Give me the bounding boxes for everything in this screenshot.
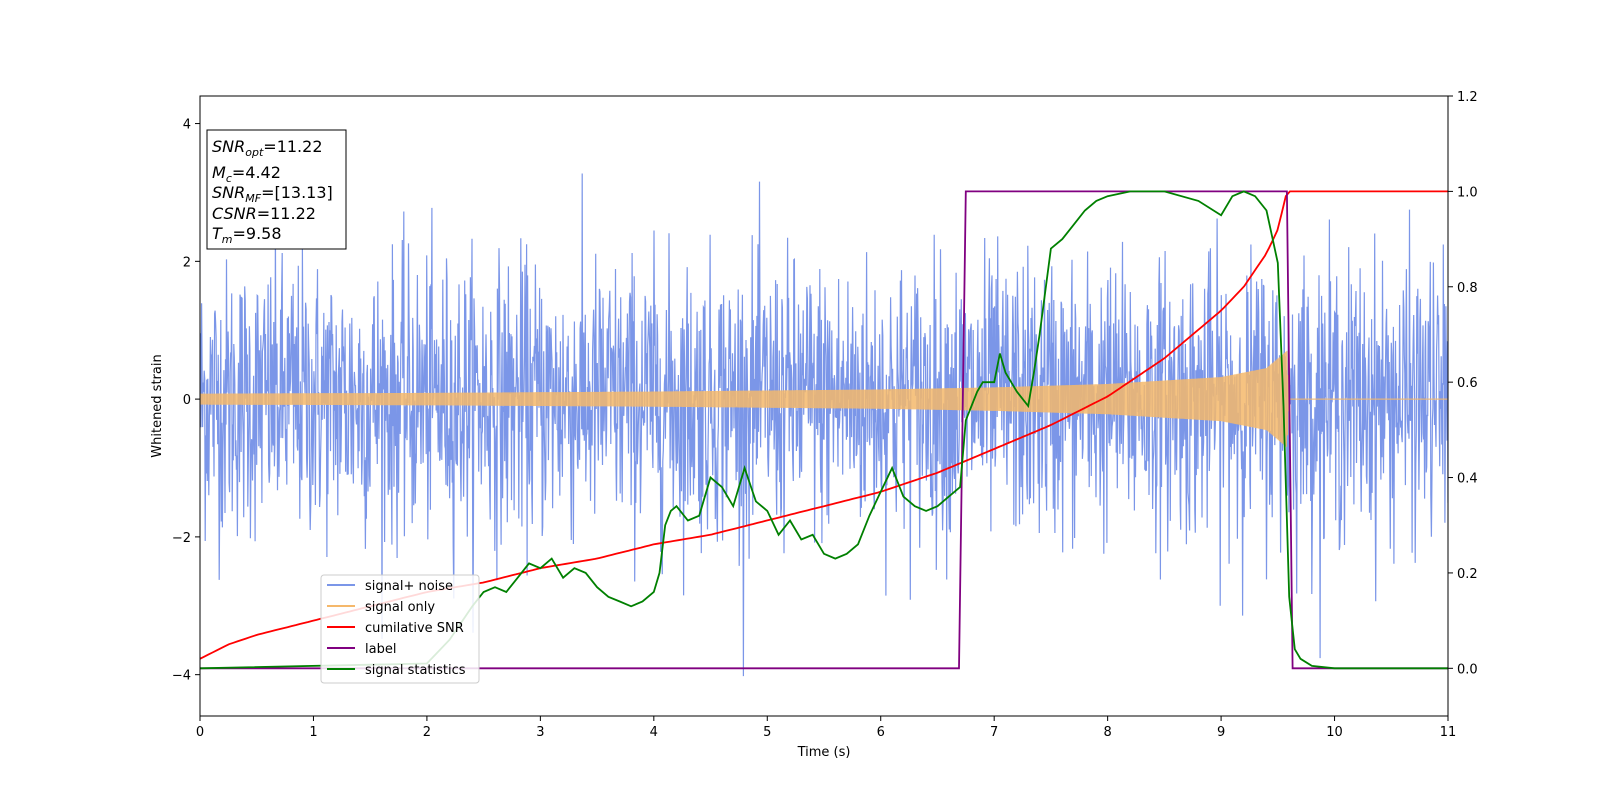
y-tick-label: 2 xyxy=(183,255,191,270)
svg-text:cumilative SNR: cumilative SNR xyxy=(365,621,464,636)
x-tick-label: 1 xyxy=(309,725,317,740)
x-tick-label: 6 xyxy=(877,725,885,740)
y2-tick-label: 0.6 xyxy=(1457,376,1478,391)
x-axis-label: Time (s) xyxy=(797,745,851,760)
tm-text: Tm=9.58 xyxy=(212,224,282,246)
x-tick-label: 11 xyxy=(1440,725,1457,740)
y-tick-label: 0 xyxy=(183,393,191,408)
x-tick-label: 3 xyxy=(536,725,544,740)
legend: signal+ noise signal only cumilative SNR… xyxy=(320,574,480,684)
y2-tick-label: 0.8 xyxy=(1457,281,1478,296)
y-axis-right: 0.0 0.2 0.4 0.6 0.8 1.0 1.2 xyxy=(1448,90,1478,677)
csnr-text: CSNR=11.22 xyxy=(212,204,316,223)
legend-item-signal-only: signal only xyxy=(327,600,435,615)
x-tick-label: 10 xyxy=(1326,725,1343,740)
y-axis-label: Whitened strain xyxy=(150,354,165,457)
x-tick-label: 5 xyxy=(763,725,771,740)
x-tick-label: 9 xyxy=(1217,725,1225,740)
series-signal-only xyxy=(200,350,1448,447)
legend-item-signal-statistics: signal statistics xyxy=(327,663,466,678)
svg-text:signal only: signal only xyxy=(365,600,435,615)
x-tick-label: 8 xyxy=(1103,725,1111,740)
y2-tick-label: 1.2 xyxy=(1457,90,1478,105)
snr-mf-text: SNRMF=[13.13] xyxy=(212,183,333,205)
axes-frame xyxy=(199,95,1449,717)
y2-tick-label: 0.4 xyxy=(1457,472,1478,487)
svg-text:signal+ noise: signal+ noise xyxy=(365,579,453,594)
x-tick-label: 7 xyxy=(990,725,998,740)
x-tick-label: 0 xyxy=(196,725,204,740)
legend-item-label: label xyxy=(327,642,396,657)
y-axis-left: −4 −2 0 2 4 xyxy=(172,118,200,684)
legend-item-cumulative-snr: cumilative SNR xyxy=(327,621,464,636)
legend-item-signal-noise: signal+ noise xyxy=(327,579,453,594)
mc-text: Mc=4.42 xyxy=(212,163,281,185)
y2-tick-label: 0.0 xyxy=(1457,662,1478,677)
y-tick-label: 4 xyxy=(183,118,191,133)
svg-text:label: label xyxy=(365,642,396,657)
x-tick-label: 2 xyxy=(423,725,431,740)
y-tick-label: −2 xyxy=(172,531,191,546)
snr-opt-text: SNRopt=11.22 xyxy=(212,137,323,159)
series-signal-statistics xyxy=(200,190,1448,670)
y-tick-label: −4 xyxy=(172,669,191,684)
x-axis: 0 1 2 3 4 5 6 7 8 9 10 11 xyxy=(196,716,1456,740)
info-box: SNRopt=11.22 Mc=4.42 SNRMF=[13.13] CSNR=… xyxy=(206,129,347,250)
x-tick-label: 4 xyxy=(650,725,658,740)
y2-tick-label: 1.0 xyxy=(1457,185,1478,200)
svg-text:signal statistics: signal statistics xyxy=(365,663,466,678)
y2-tick-label: 0.2 xyxy=(1457,567,1478,582)
